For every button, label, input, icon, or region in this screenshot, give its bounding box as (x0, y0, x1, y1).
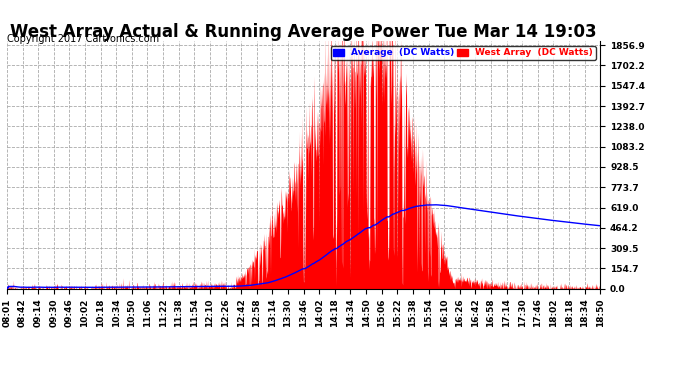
Text: Copyright 2017 Cartronics.com: Copyright 2017 Cartronics.com (7, 34, 159, 44)
Title: West Array Actual & Running Average Power Tue Mar 14 19:03: West Array Actual & Running Average Powe… (10, 23, 597, 41)
Legend: Average  (DC Watts), West Array  (DC Watts): Average (DC Watts), West Array (DC Watts… (331, 46, 595, 60)
